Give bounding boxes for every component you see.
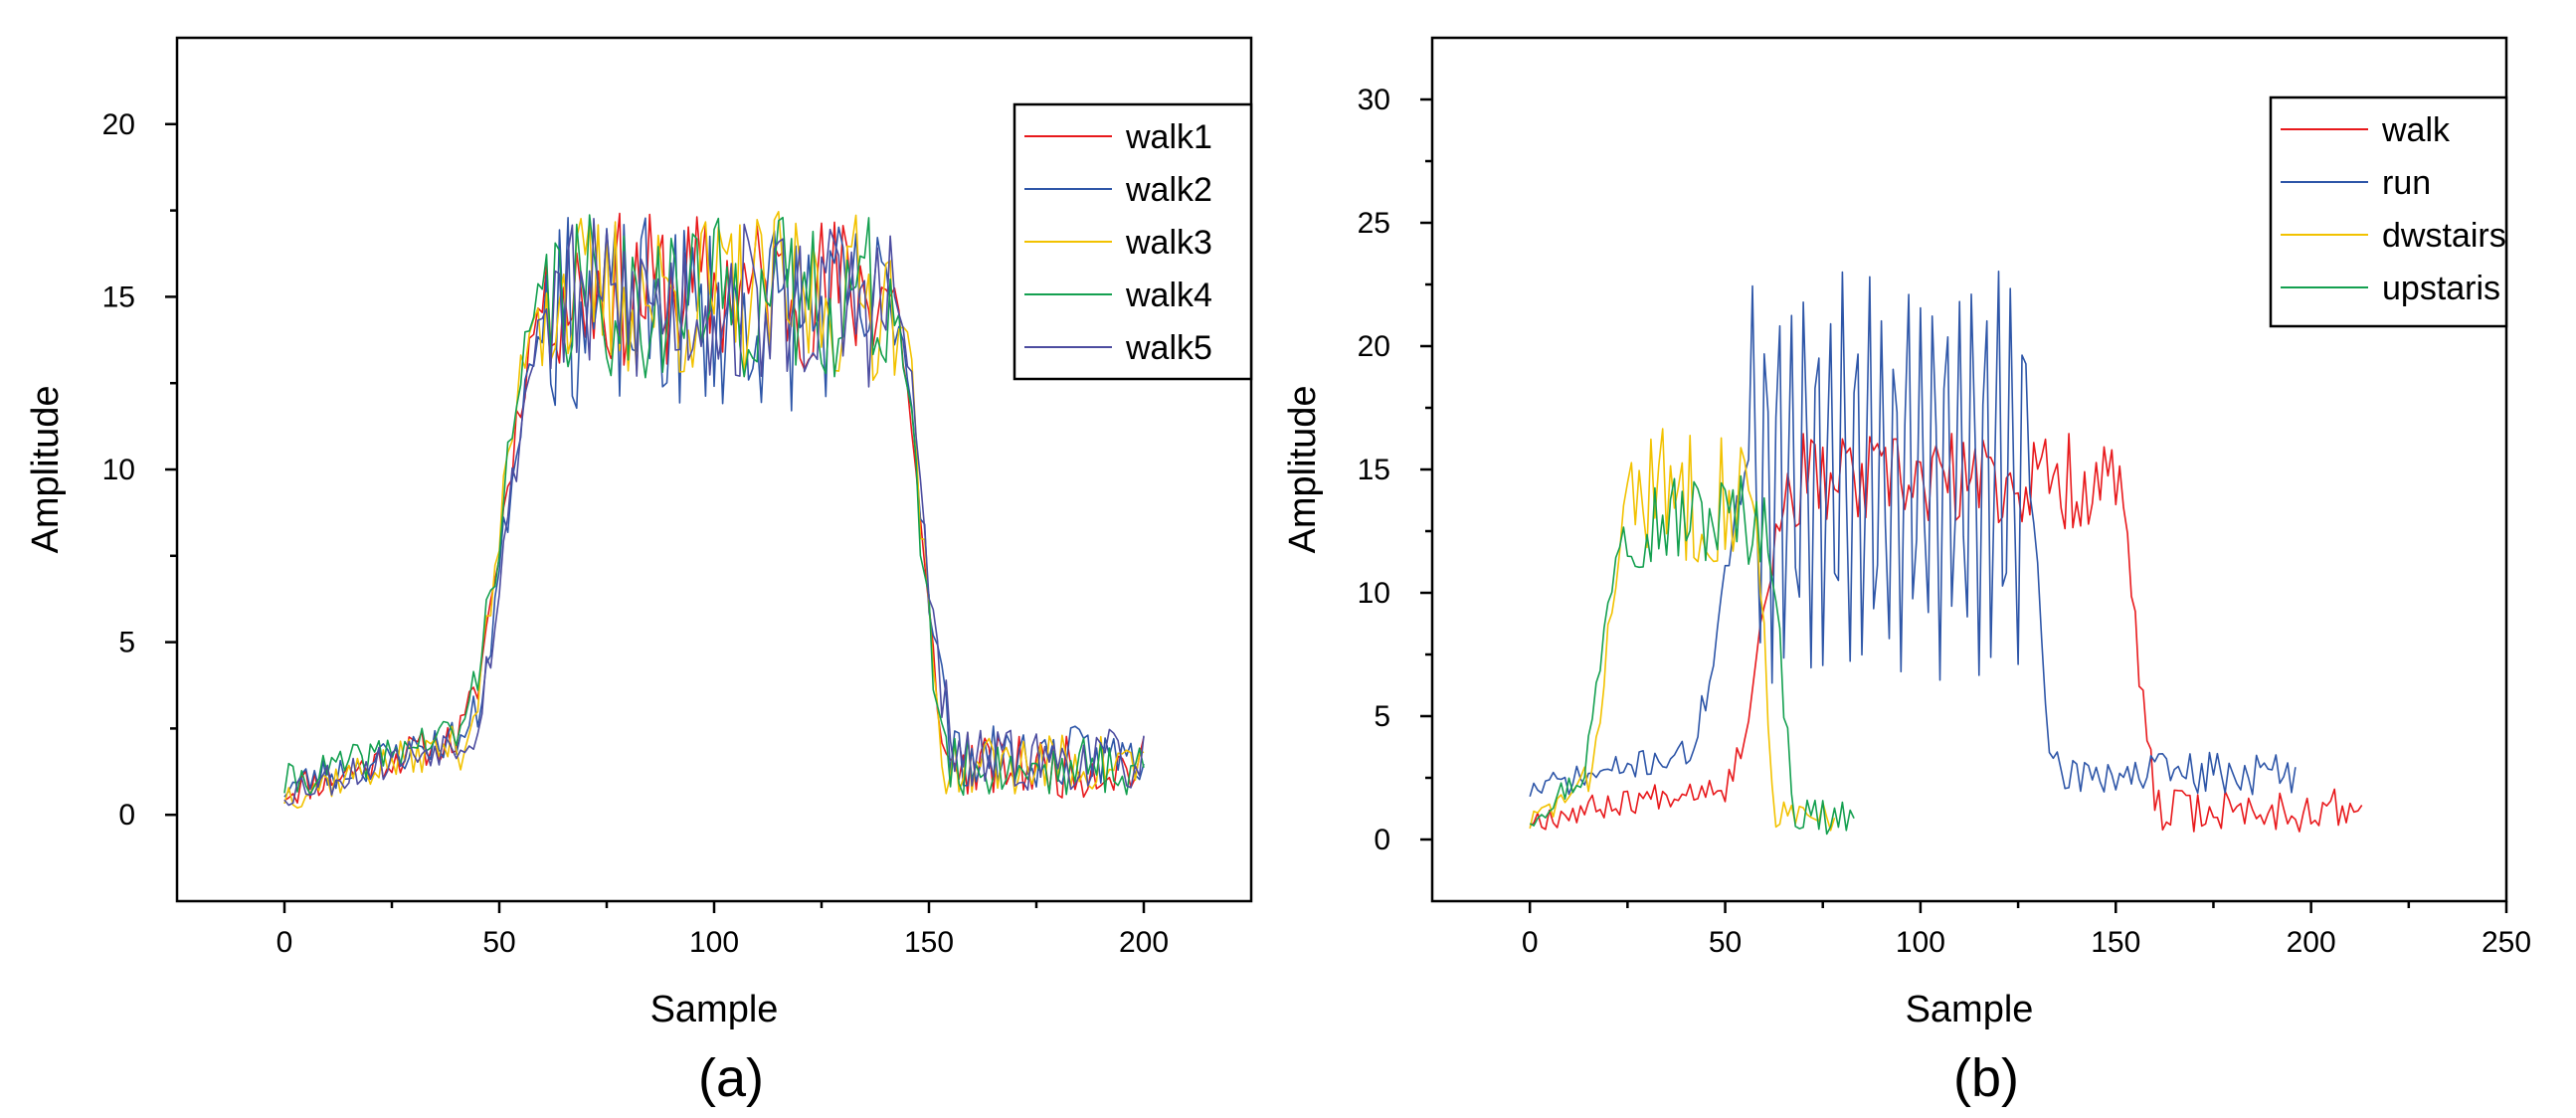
y-tick-label: 20: [1358, 330, 1390, 363]
legend-label-dwstairs: dwstairs: [2382, 217, 2506, 255]
x-tick-label: 200: [2287, 926, 2336, 959]
x-tick-label: 0: [1522, 926, 1539, 959]
x-tick-label: 250: [2482, 926, 2531, 959]
series-line-upstaris: [1529, 474, 1855, 836]
legend-label-walk2: walk2: [1125, 171, 1212, 209]
series-line-walk5: [283, 218, 1145, 807]
series-line-dwstairs: [1529, 428, 1836, 832]
y-tick-label: 15: [102, 280, 135, 313]
y-tick-label: 15: [1358, 454, 1390, 486]
y-axis-title-a: Amplitude: [25, 386, 67, 554]
y-tick-label: 10: [102, 454, 135, 486]
chart-panel-a: 0 50 100 150 200 0 5 10 15 20 Sample Amplitude (a…: [25, 36, 1253, 1108]
x-axis-title-a: Sample: [650, 989, 779, 1030]
y-tick-label: 5: [1374, 700, 1390, 733]
x-tick-label: 150: [2091, 926, 2140, 959]
x-tick-label: 100: [689, 926, 739, 959]
y-tick-label: 5: [118, 627, 135, 659]
panel-label-b: (b): [1953, 1048, 2019, 1108]
y-tick-label: 0: [118, 799, 135, 832]
chart-panel-b: 0 50 100 150 200 250 0 5 10 15 20 25 30 Sample Ampli…: [1282, 36, 2531, 1108]
y-tick-label: 20: [102, 108, 135, 141]
y-tick-label: 25: [1358, 207, 1390, 240]
x-tick-label: 100: [1896, 926, 1945, 959]
axis-ticks-a: 0 50 100 150 200 0 5 10 15 20: [102, 108, 1169, 959]
y-tick-label: 0: [1374, 824, 1390, 856]
y-axis-title-b: Amplitude: [1282, 386, 1324, 554]
legend-label-walk4: walk4: [1125, 277, 1212, 314]
axis-ticks-b: 0 50 100 150 200 250 0 5 10 15 20 25 30: [1358, 84, 2531, 959]
legend-b: walk run dwstairs upstaris: [2269, 95, 2508, 328]
x-axis-title-b: Sample: [1906, 989, 2034, 1030]
x-tick-label: 150: [904, 926, 954, 959]
series-lines-a: [283, 211, 1145, 809]
x-tick-label: 50: [482, 926, 515, 959]
panel-label-a: (a): [698, 1048, 764, 1108]
x-tick-label: 50: [1709, 926, 1742, 959]
series-line-walk: [1529, 433, 2363, 833]
y-tick-label: 10: [1358, 577, 1390, 610]
legend-label-walk1: walk1: [1125, 118, 1212, 156]
series-line-walk4: [283, 214, 1145, 797]
x-tick-label: 0: [276, 926, 293, 959]
legend-label-walk3: walk3: [1125, 224, 1212, 262]
series-line-run: [1529, 271, 2297, 798]
legend-label-walk5: walk5: [1125, 329, 1212, 367]
x-tick-label: 200: [1119, 926, 1169, 959]
y-tick-label: 30: [1358, 84, 1390, 116]
legend-label-run: run: [2382, 164, 2431, 202]
legend-label-upstaris: upstaris: [2382, 270, 2500, 307]
legend-a: walk1 walk2 walk3 walk4 walk5: [1012, 102, 1253, 381]
series-lines-b: [1529, 271, 2363, 836]
legend-label-walk: walk: [2381, 111, 2451, 149]
series-line-walk3: [283, 211, 1145, 809]
